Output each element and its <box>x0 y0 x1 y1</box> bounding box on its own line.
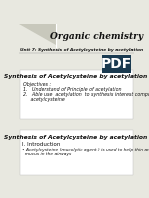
FancyBboxPatch shape <box>102 55 131 73</box>
Text: 2.   Able use  acetylation  to synthesis interest compounds as: 2. Able use acetylation to synthesis int… <box>23 92 149 97</box>
Text: Synthesis of Acetylcysteine by acetylation: Synthesis of Acetylcysteine by acetylati… <box>4 74 148 79</box>
Text: Synthesis of Acetylcysteine by acetylation: Synthesis of Acetylcysteine by acetylati… <box>4 135 148 140</box>
Text: Organic chemistry: Organic chemistry <box>50 31 143 41</box>
Text: I. Introduction: I. Introduction <box>22 142 60 147</box>
Text: mucus in the airways: mucus in the airways <box>22 152 71 156</box>
Text: Objectives :: Objectives : <box>23 82 51 87</box>
Text: acetylcysteine: acetylcysteine <box>23 97 65 102</box>
Text: Unit 7: Synthesis of Acetylcysteine by acetylation: Unit 7: Synthesis of Acetylcysteine by a… <box>20 48 143 52</box>
Polygon shape <box>19 24 56 45</box>
Text: • Acetylcysteine (mucolytic agent ) is used to help thin and loosen: • Acetylcysteine (mucolytic agent ) is u… <box>22 148 149 152</box>
Text: PDF: PDF <box>101 57 132 71</box>
FancyBboxPatch shape <box>20 70 133 119</box>
FancyBboxPatch shape <box>20 130 133 175</box>
Text: 1.   Understand of Principle of acetylation: 1. Understand of Principle of acetylatio… <box>23 87 122 92</box>
